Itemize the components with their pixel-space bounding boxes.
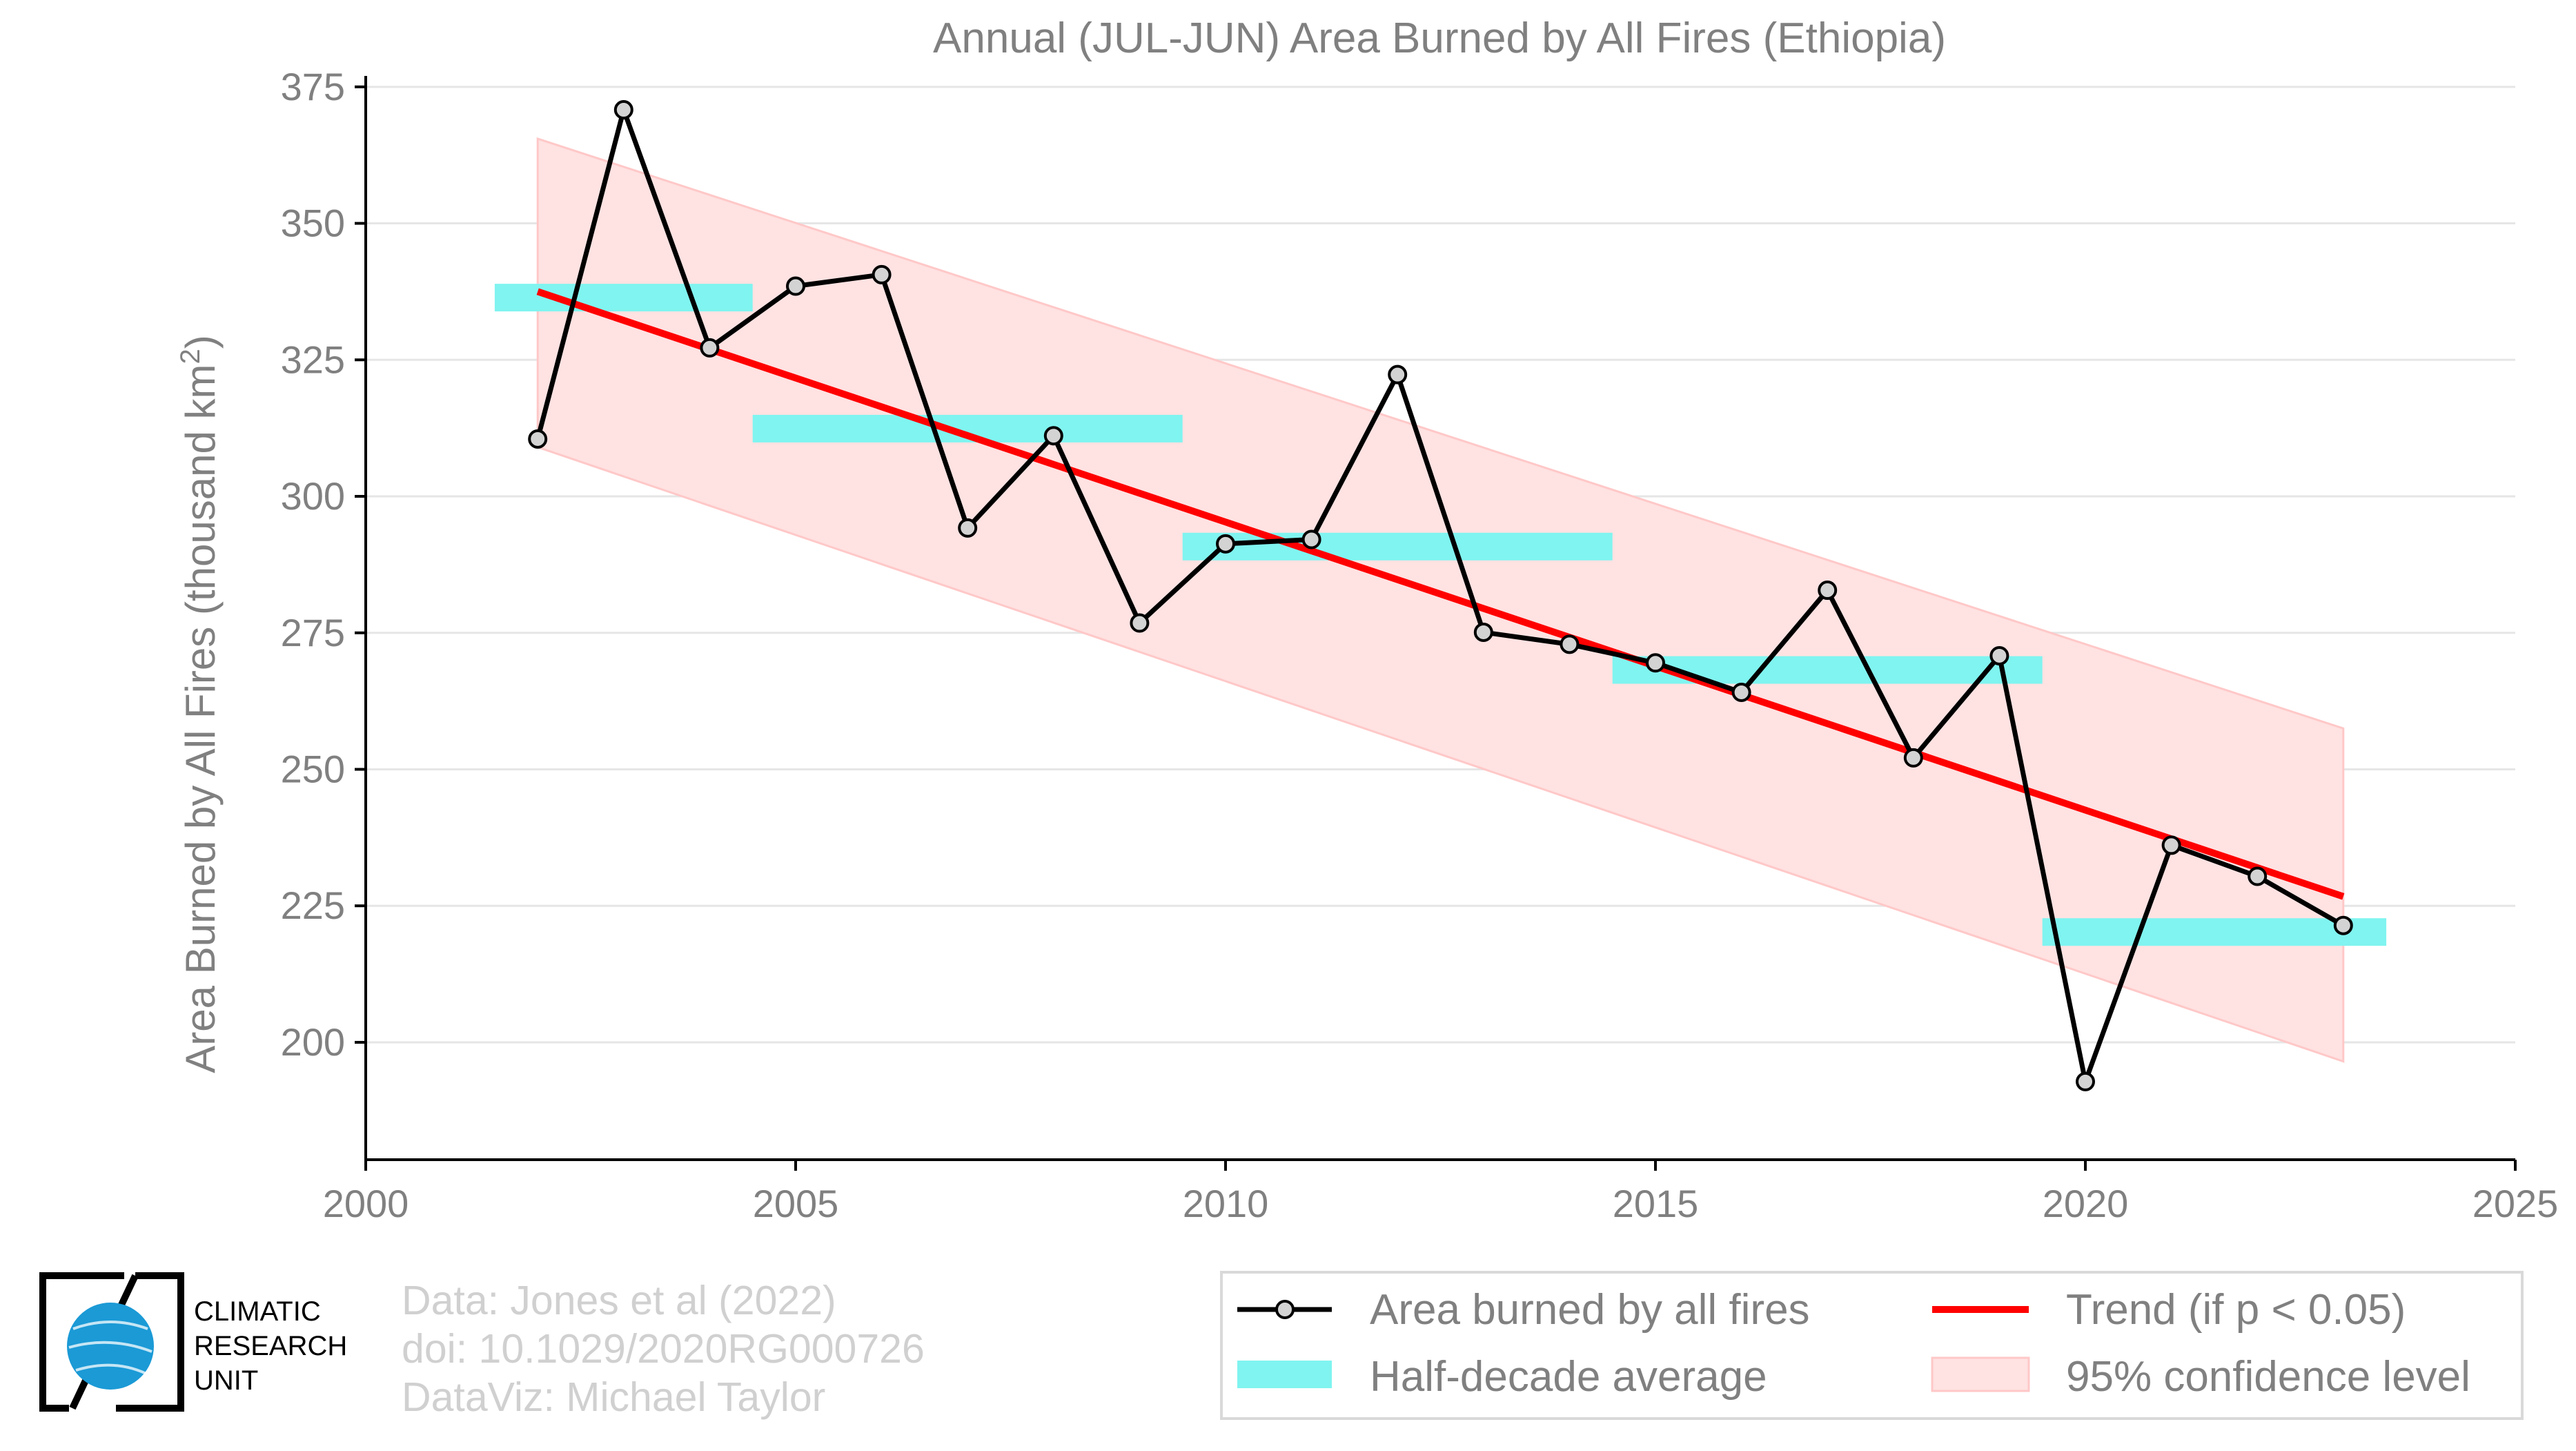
data-point-2020	[2076, 1071, 2095, 1091]
y-tick-label-350: 350	[281, 202, 345, 245]
logo-text-climatic: CLIMATIC	[194, 1296, 321, 1327]
data-point-2009	[1130, 613, 1150, 633]
half-decade-bar-2	[1182, 532, 1613, 561]
axes	[355, 76, 2517, 1171]
legend-frame	[1220, 1271, 2524, 1420]
half-decade-averages	[494, 284, 2387, 946]
data-point-2021	[2161, 835, 2181, 855]
data-point-2016	[1731, 682, 1751, 702]
data-point-2008	[1043, 426, 1063, 446]
logo-text-research: RESEARCH	[194, 1331, 347, 1361]
data-point-2023	[2333, 915, 2353, 935]
logo-text-unit: UNIT	[194, 1365, 258, 1396]
x-tick-label-2010: 2010	[1183, 1182, 1269, 1225]
cru-logo: CLIMATIC RESEARCH UNIT	[39, 1272, 347, 1412]
data-point-2015	[1646, 653, 1665, 673]
data-point-2022	[2248, 866, 2268, 886]
data-point-2002	[528, 429, 548, 449]
series-line	[535, 107, 2345, 1084]
legend-series-label: Area burned by all fires	[1370, 1286, 1810, 1334]
legend-half-decade-label: Half-decade average	[1370, 1353, 1767, 1401]
data-point-2018	[1903, 748, 1923, 768]
y-axis-label-superscript: 2	[175, 349, 206, 364]
x-tick-label-2005: 2005	[753, 1182, 839, 1225]
data-point-2014	[1560, 634, 1580, 654]
y-tick-label-250: 250	[281, 747, 345, 790]
y-tick-label-375: 375	[281, 65, 345, 108]
chart-title: Annual (JUL-JUN) Area Burned by All Fire…	[933, 14, 1946, 62]
y-tick-label-200: 200	[281, 1020, 345, 1064]
y-tick-labels: 200 225 250 275 300 325 350 375	[281, 65, 345, 1064]
legend-confidence-swatch	[1931, 1356, 2030, 1392]
y-axis-label-close: )	[177, 335, 224, 349]
data-point-2012	[1388, 364, 1408, 384]
legend: Area burned by all fires Half-decade ave…	[1220, 1271, 2524, 1420]
legend-confidence-label: 95% confidence level	[2066, 1353, 2470, 1401]
x-tick-label-2020: 2020	[2043, 1182, 2129, 1225]
confidence-band-area	[536, 137, 2345, 1063]
x-tick-label-2015: 2015	[1613, 1182, 1699, 1225]
x-tick-labels: 2000 2005 2010 2015 2020 2025	[323, 1182, 2559, 1225]
y-tick-label-300: 300	[281, 474, 345, 518]
logo-globe-lines	[68, 1321, 153, 1375]
data-point-2006	[872, 264, 892, 284]
half-decade-bar-4	[2042, 918, 2387, 946]
legend-half-decade-swatch	[1237, 1361, 1332, 1388]
data-point-2019	[1989, 645, 2009, 665]
data-points	[528, 100, 2353, 1091]
data-point-2010	[1216, 534, 1235, 554]
logo-bracket-right	[116, 1272, 184, 1412]
x-tick-label-2000: 2000	[323, 1182, 409, 1225]
x-tick-label-2025: 2025	[2472, 1182, 2559, 1225]
y-tick-label-275: 275	[281, 611, 345, 654]
confidence-band	[536, 137, 2345, 1063]
trend-line	[536, 288, 2345, 900]
y-tick-label-225: 225	[281, 884, 345, 927]
logo-bracket-left	[39, 1272, 124, 1412]
data-point-2013	[1473, 622, 1493, 642]
trend-line-group	[536, 288, 2345, 900]
credit-doi: doi: 10.1029/2020RG000726	[402, 1326, 925, 1372]
legend-trend-label: Trend (if p < 0.05)	[2066, 1286, 2406, 1334]
credit-dataviz: DataViz: Michael Taylor	[402, 1374, 825, 1420]
legend-series-marker	[1275, 1300, 1295, 1319]
y-axis-label: Area Burned by All Fires (thousand km2)	[175, 335, 224, 1073]
data-point-2004	[700, 338, 720, 358]
half-decade-bar-0	[494, 284, 753, 312]
credits: Data: Jones et al (2022) doi: 10.1029/20…	[402, 1278, 925, 1420]
series-line-group	[535, 107, 2345, 1084]
data-point-2007	[958, 518, 978, 538]
y-tick-label-325: 325	[281, 338, 345, 381]
data-point-2005	[786, 276, 805, 296]
data-point-2011	[1301, 529, 1321, 549]
data-point-2003	[613, 100, 633, 120]
y-axis-label-text: Area Burned by All Fires (thousand km	[177, 364, 224, 1073]
data-point-2017	[1818, 581, 1838, 601]
credit-data: Data: Jones et al (2022)	[402, 1278, 836, 1323]
